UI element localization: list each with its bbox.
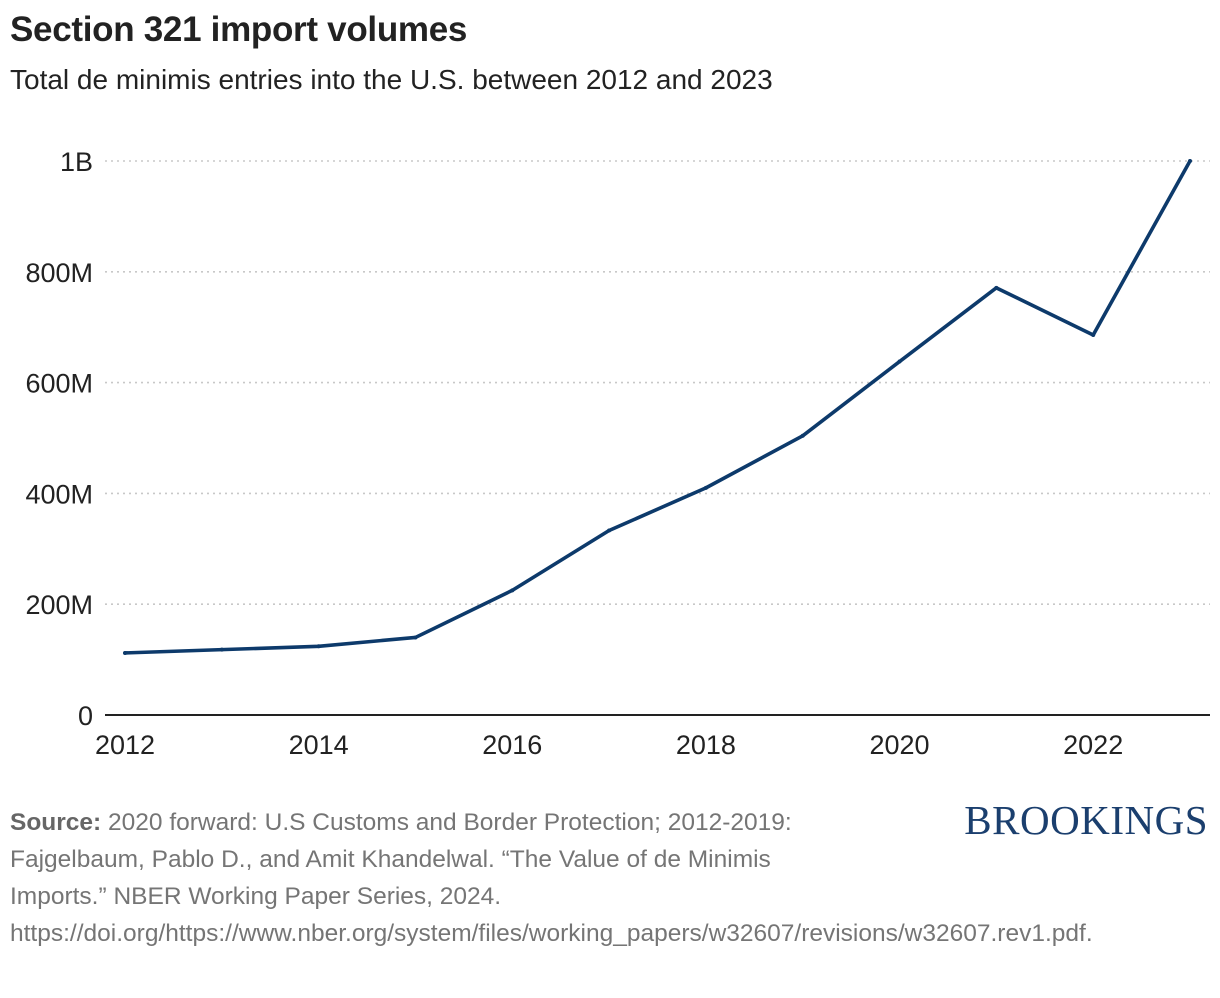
x-tick-label: 2020 bbox=[870, 730, 930, 760]
x-tick-label: 2016 bbox=[482, 730, 542, 760]
source-note: Source: 2020 forward: U.S Customs and Bo… bbox=[10, 804, 1093, 952]
x-tick-label: 2018 bbox=[676, 730, 736, 760]
data-point bbox=[703, 485, 708, 490]
data-point bbox=[219, 647, 224, 652]
data-point bbox=[800, 433, 805, 438]
chart-subtitle: Total de minimis entries into the U.S. b… bbox=[10, 64, 773, 95]
y-tick-label: 400M bbox=[25, 479, 93, 509]
data-point bbox=[994, 285, 999, 290]
data-point bbox=[1091, 332, 1096, 337]
x-tick-label: 2012 bbox=[95, 730, 155, 760]
gridlines bbox=[105, 160, 1210, 606]
y-tick-label: 800M bbox=[25, 258, 93, 288]
y-tick-label: 0 bbox=[78, 701, 93, 731]
x-axis-ticks: 2012 2014 2016 2018 2020 2022 bbox=[95, 730, 1123, 760]
source-label: Source: bbox=[10, 809, 102, 836]
x-tick-label: 2014 bbox=[289, 730, 349, 760]
x-tick-label: 2022 bbox=[1063, 730, 1123, 760]
series-group bbox=[123, 159, 1192, 655]
data-point bbox=[510, 588, 515, 593]
data-point bbox=[897, 359, 902, 364]
data-point bbox=[607, 528, 612, 533]
series-line bbox=[123, 159, 1192, 655]
data-point bbox=[413, 635, 418, 640]
line-chart: 0 200M 400M 600M 800M 1B 2012 2014 2016 2018 2020… bbox=[25, 147, 1210, 760]
chart-title: Section 321 import volumes bbox=[10, 10, 468, 49]
source-text: 2020 forward: U.S Customs and Border Pro… bbox=[10, 809, 1093, 947]
y-tick-label: 200M bbox=[25, 590, 93, 620]
data-point bbox=[1188, 159, 1192, 163]
data-point bbox=[316, 644, 321, 649]
y-axis-ticks: 0 200M 400M 600M 800M 1B bbox=[25, 147, 93, 731]
y-tick-label: 600M bbox=[25, 369, 93, 399]
brookings-logo: BROOKINGS bbox=[964, 797, 1208, 843]
y-tick-label: 1B bbox=[60, 147, 93, 177]
data-point bbox=[123, 650, 127, 655]
